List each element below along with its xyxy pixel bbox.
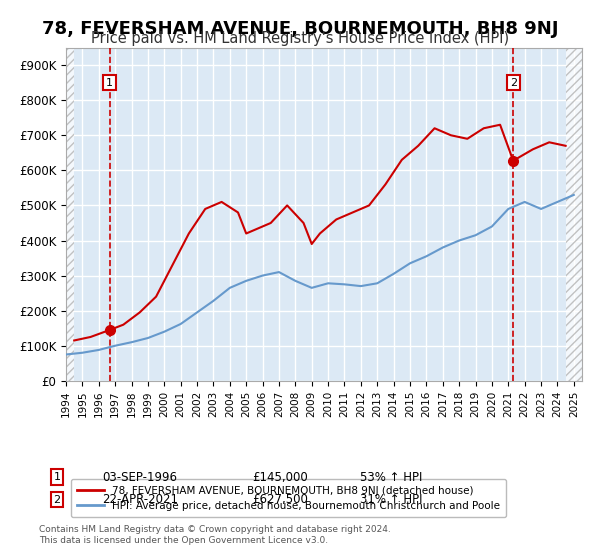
Legend: 78, FEVERSHAM AVENUE, BOURNEMOUTH, BH8 9NJ (detached house), HPI: Average price,: 78, FEVERSHAM AVENUE, BOURNEMOUTH, BH8 9…	[71, 479, 506, 517]
Text: Price paid vs. HM Land Registry's House Price Index (HPI): Price paid vs. HM Land Registry's House …	[91, 31, 509, 46]
Text: 53% ↑ HPI: 53% ↑ HPI	[360, 470, 422, 484]
Text: 2: 2	[53, 494, 61, 505]
Text: 1: 1	[53, 472, 61, 482]
Text: £145,000: £145,000	[252, 470, 308, 484]
Text: £627,500: £627,500	[252, 493, 308, 506]
Text: 78, FEVERSHAM AVENUE, BOURNEMOUTH, BH8 9NJ: 78, FEVERSHAM AVENUE, BOURNEMOUTH, BH8 9…	[42, 20, 558, 38]
Text: Contains HM Land Registry data © Crown copyright and database right 2024.
This d: Contains HM Land Registry data © Crown c…	[39, 525, 391, 545]
Text: 31% ↑ HPI: 31% ↑ HPI	[360, 493, 422, 506]
Text: 1: 1	[106, 78, 113, 87]
Text: 22-APR-2021: 22-APR-2021	[102, 493, 178, 506]
Text: 2: 2	[509, 78, 517, 87]
Text: 03-SEP-1996: 03-SEP-1996	[102, 470, 177, 484]
